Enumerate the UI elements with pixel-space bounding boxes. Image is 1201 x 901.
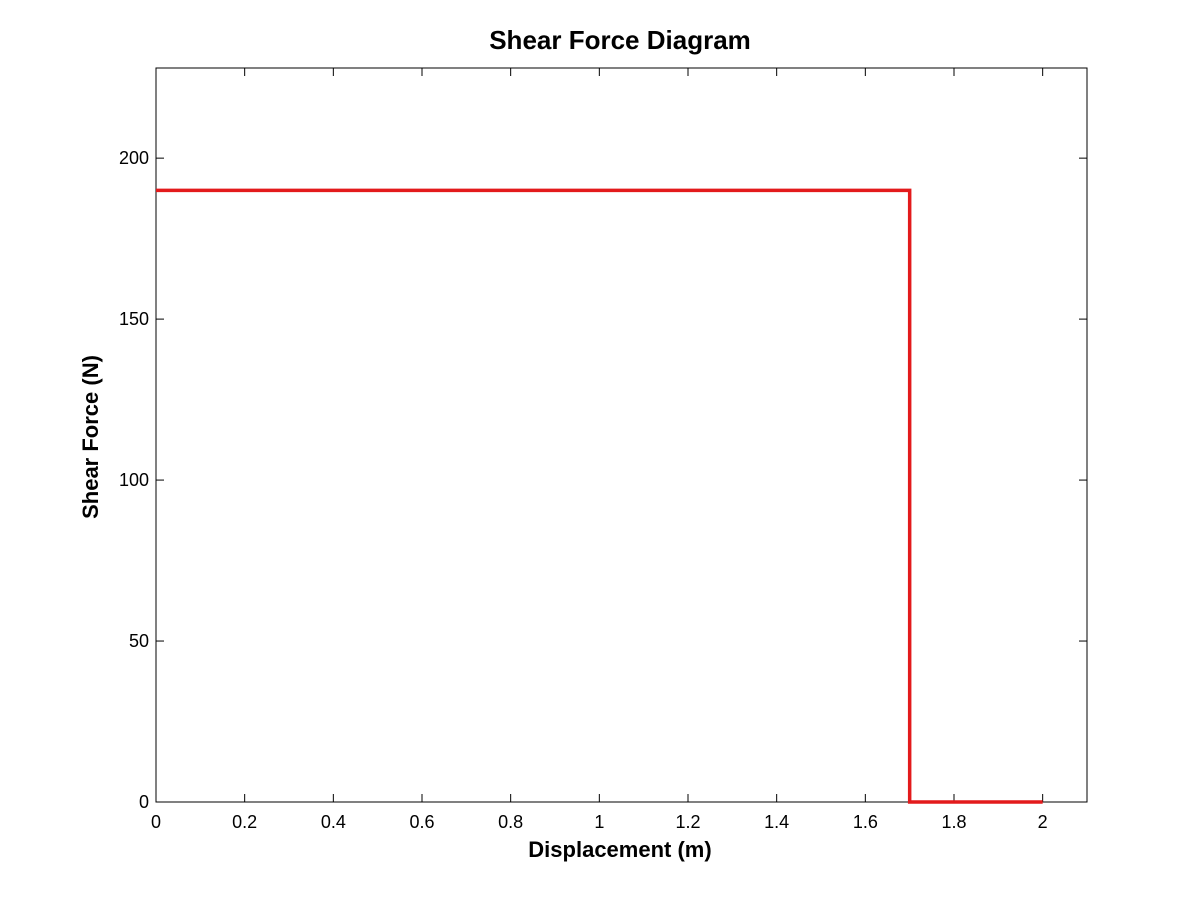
x-tick-label: 2 [1038,812,1048,832]
x-tick-label: 0.6 [409,812,434,832]
x-tick-label: 0 [151,812,161,832]
x-tick-label: 0.4 [321,812,346,832]
x-tick-label: 1.8 [941,812,966,832]
x-tick-label: 0.8 [498,812,523,832]
shear-force-line [156,188,1043,804]
x-tick-label: 1.6 [853,812,878,832]
y-tick-label: 50 [129,631,149,651]
axes-box [155,67,1088,803]
x-tick-label: 1 [594,812,604,832]
x-tick-label: 1.4 [764,812,789,832]
x-tick-label: 0.2 [232,812,257,832]
y-tick-label: 150 [119,309,149,329]
y-tick-label: 100 [119,470,149,490]
y-tick-label: 0 [139,792,149,812]
x-tick-label: 1.2 [675,812,700,832]
y-axis-title: Shear Force (N) [78,355,103,519]
x-axis-title: Displacement (m) [528,837,711,862]
chart-title: Shear Force Diagram [489,25,751,55]
plot-area: 0 0.2 0.4 0.6 0.8 1 1.2 1.4 1.6 1.8 2 0 50 100 150 200 [119,67,1088,832]
y-tick-label: 200 [119,148,149,168]
